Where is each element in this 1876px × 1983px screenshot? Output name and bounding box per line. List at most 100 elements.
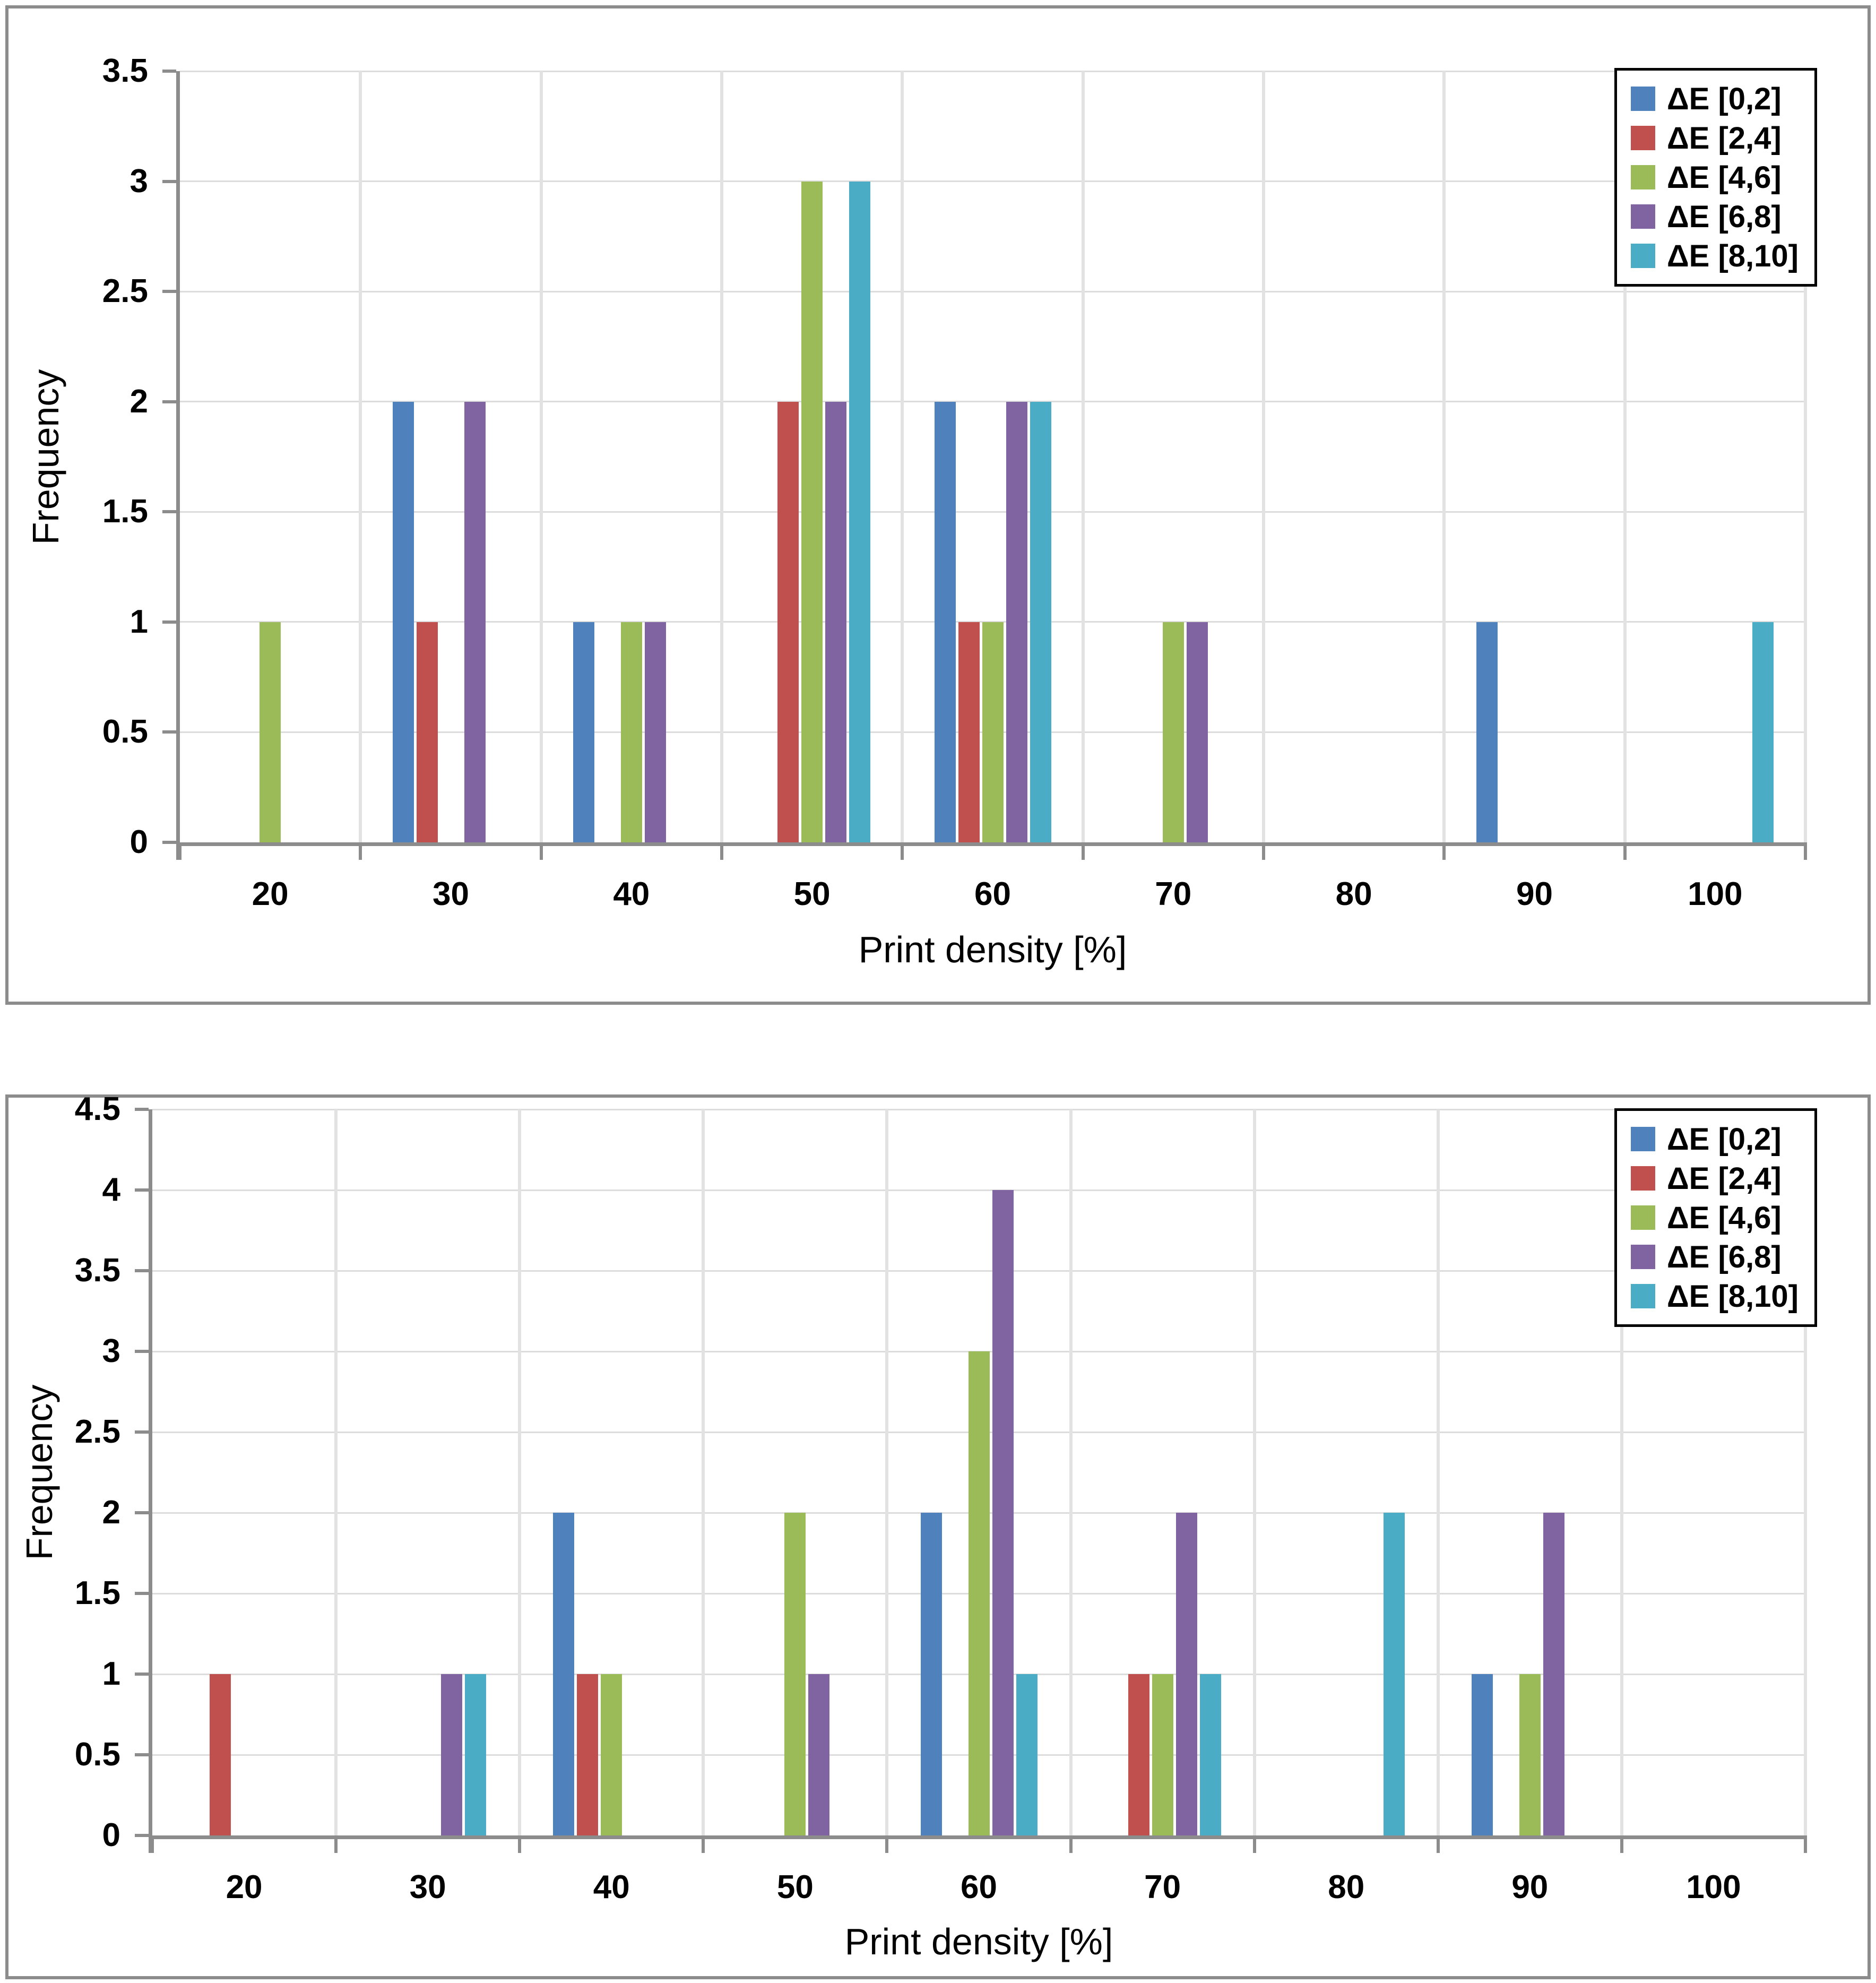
x-tick-label: 20 — [226, 1869, 263, 1906]
legend-swatch-icon — [1630, 87, 1655, 111]
y-tick-label: 0.5 — [102, 713, 148, 751]
x-tick-label: 30 — [409, 1869, 446, 1906]
y-tick-label: 0 — [129, 824, 148, 860]
x-tick-label: 80 — [1335, 876, 1372, 912]
y-axis-tick — [135, 1753, 149, 1756]
legend-swatch-icon — [1630, 1284, 1655, 1308]
bar-series3-x60 — [1006, 401, 1027, 842]
bar-series0-x30 — [392, 401, 414, 842]
x-tick-label: 80 — [1328, 1869, 1365, 1906]
legend-label: ΔE [0,2] — [1666, 81, 1782, 116]
x-tick-label: 40 — [613, 876, 650, 912]
y-tick-label: 2 — [129, 383, 148, 420]
bar-series2-x60 — [968, 1351, 990, 1835]
top-chart-plot-area: 0 0.5 1 1.5 2 2.5 3 3.5 20 30 40 50 60 70 80 90 100 — [8, 8, 1868, 1002]
y-tick-label: 2.5 — [102, 273, 148, 310]
bar-series2-x60 — [982, 622, 1004, 842]
y-tick-label: 1 — [102, 1656, 120, 1692]
y-axis-title: Frequency — [25, 369, 66, 545]
gridline-horizontal — [180, 511, 1805, 513]
bar-series1-x70 — [1128, 1674, 1149, 1835]
gridline-vertical — [1069, 1109, 1073, 1835]
legend-swatch-icon — [1630, 1205, 1655, 1230]
bar-series2-x90 — [1519, 1674, 1541, 1835]
bar-series4-x100 — [1752, 622, 1774, 842]
x-tick-label: 60 — [974, 876, 1011, 912]
gridline-vertical — [901, 71, 904, 842]
gridline-vertical — [720, 71, 723, 842]
x-axis-tick — [1804, 1835, 1807, 1853]
gridline-vertical — [1081, 71, 1085, 842]
bar-series2-x20 — [260, 622, 281, 842]
gridline-vertical — [334, 1109, 338, 1835]
y-axis-tick — [162, 730, 176, 734]
legend-swatch-icon — [1630, 165, 1655, 189]
x-axis-tick — [1069, 1835, 1073, 1853]
y-tick-label: 3.5 — [74, 1252, 120, 1289]
y-axis-tick — [135, 1269, 149, 1272]
bar-series1-x40 — [577, 1674, 599, 1835]
y-axis-tick — [162, 179, 176, 183]
bar-series4-x60 — [1030, 401, 1051, 842]
x-axis-tick — [334, 1835, 338, 1853]
x-tick-label: 90 — [1516, 876, 1553, 912]
gridline-vertical — [518, 1109, 522, 1835]
gridline-horizontal — [180, 70, 1805, 72]
x-axis-tick — [518, 1835, 522, 1853]
x-tick-label: 50 — [793, 876, 831, 912]
y-axis-tick — [162, 70, 176, 73]
bottom-chart-plot-area: 0 0.5 1 1.5 2 2.5 3 3.5 4 4.5 20 30 40 50 60 70 80 90 100 — [8, 1091, 1868, 1976]
x-tick-label: 40 — [593, 1869, 630, 1906]
gridline-vertical — [1436, 1109, 1440, 1835]
y-tick-label: 3 — [102, 1333, 120, 1369]
bar-series3-x30 — [464, 401, 486, 842]
bar-series2-x50 — [784, 1513, 806, 1835]
x-axis-tick — [359, 842, 362, 860]
bar-series3-x70 — [1186, 622, 1208, 842]
y-axis-tick — [135, 1834, 149, 1837]
y-axis-line — [149, 1109, 152, 1853]
bar-series3-x40 — [644, 622, 666, 842]
top-chart: 0 0.5 1 1.5 2 2.5 3 3.5 20 30 40 50 60 70 80 90 100 Freq… — [5, 5, 1871, 1005]
bar-series4-x80 — [1383, 1513, 1405, 1835]
bottom-chart: 0 0.5 1 1.5 2 2.5 3 3.5 4 4.5 20 30 40 50 60 70 80 90 100 … — [5, 1091, 1871, 1979]
bar-series4-x30 — [465, 1674, 487, 1835]
legend-label: ΔE [2,4] — [1666, 120, 1782, 156]
gridline-vertical — [1620, 1109, 1623, 1835]
y-axis-tick — [135, 1672, 149, 1676]
legend-label: ΔE [2,4] — [1666, 1161, 1782, 1196]
legend-label: ΔE [0,2] — [1666, 1122, 1782, 1157]
legend-swatch-icon — [1630, 1166, 1655, 1191]
legend-item: ΔE [4,6] — [1630, 1198, 1799, 1237]
legend-swatch-icon — [1630, 204, 1655, 229]
legend-swatch-icon — [1630, 1127, 1655, 1151]
gridline-vertical — [539, 71, 543, 842]
x-axis-tick — [1623, 842, 1627, 860]
gridline-vertical — [1623, 71, 1627, 842]
y-axis-tick — [162, 620, 176, 624]
x-axis-tick — [1081, 842, 1085, 860]
gridline-vertical — [1804, 71, 1807, 842]
legend-label: ΔE [6,8] — [1666, 1239, 1782, 1274]
bar-series4-x50 — [849, 181, 871, 842]
gridline-horizontal — [180, 290, 1805, 292]
gridline-horizontal — [180, 180, 1805, 183]
y-axis-tick — [135, 1430, 149, 1434]
y-axis-tick — [135, 1592, 149, 1595]
x-axis-tick — [1442, 842, 1446, 860]
legend-label: ΔE [8,10] — [1666, 1279, 1799, 1314]
legend-label: ΔE [4,6] — [1666, 1200, 1782, 1235]
bar-series2-x40 — [620, 622, 642, 842]
legend-item: ΔE [8,10] — [1630, 236, 1799, 275]
legend-swatch-icon — [1630, 244, 1655, 268]
x-tick-label: 70 — [1155, 876, 1192, 912]
legend-item: ΔE [2,4] — [1630, 1159, 1799, 1198]
legend: ΔE [0,2] ΔE [2,4] ΔE [4,6] ΔE [6,8] ΔE [8,10… — [1614, 1108, 1817, 1327]
gridline-horizontal — [152, 1189, 1805, 1191]
y-axis-tick — [135, 1350, 149, 1353]
bar-series1-x20 — [210, 1674, 231, 1835]
legend: ΔE [0,2] ΔE [2,4] ΔE [4,6] ΔE [6,8] ΔE [8,10… — [1614, 68, 1817, 287]
bar-series0-x40 — [553, 1513, 575, 1835]
x-tick-label: 70 — [1144, 1869, 1181, 1906]
legend-label: ΔE [4,6] — [1666, 160, 1782, 195]
